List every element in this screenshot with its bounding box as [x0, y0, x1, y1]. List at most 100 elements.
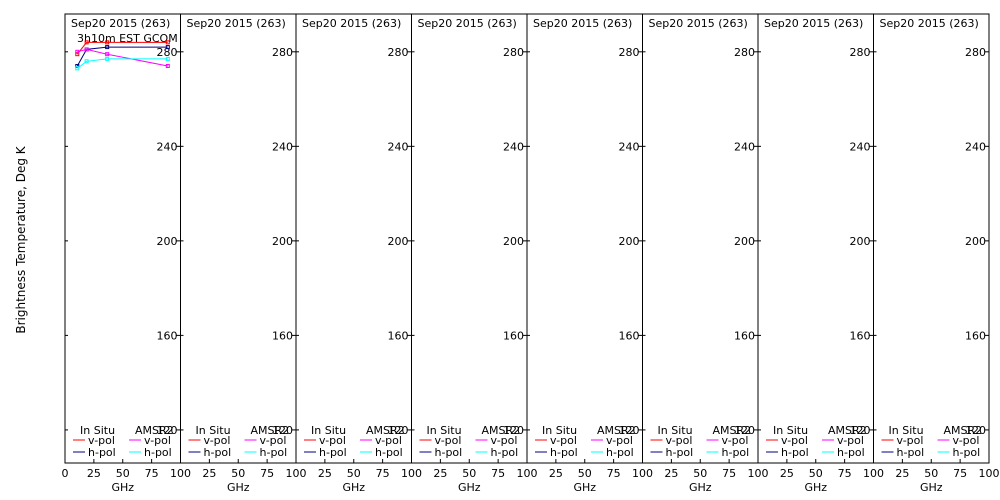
- legend-insitu-v-label: v-pol: [435, 434, 462, 447]
- data-point: [105, 45, 110, 50]
- x-tick-label: 25: [202, 467, 216, 480]
- y-tick-label: 200: [734, 235, 755, 248]
- y-tick-label: 240: [965, 140, 986, 153]
- x-tick-label: 25: [549, 467, 563, 480]
- data-point: [105, 56, 110, 61]
- panel-title-7: Sep20 2015 (263): [764, 17, 863, 30]
- legend-insitu-v-label: v-pol: [88, 434, 115, 447]
- legend-amsr2-header: AMSR2: [135, 424, 174, 437]
- x-axis-label-7: GHz: [804, 481, 827, 494]
- x-tick-label: 50: [231, 467, 245, 480]
- legend-insitu-v-label: v-pol: [550, 434, 577, 447]
- y-tick-label: 280: [388, 46, 409, 59]
- y-tick-label: 240: [157, 140, 178, 153]
- x-tick-label: 50: [116, 467, 130, 480]
- data-point: [165, 45, 170, 50]
- data-point: [84, 47, 89, 52]
- series-line-1: [76, 41, 168, 55]
- y-tick-label: 120: [157, 424, 178, 437]
- y-tick-label: 280: [734, 46, 755, 59]
- y-tick-label: 280: [157, 46, 178, 59]
- x-tick-label: 75: [491, 467, 505, 480]
- x-tick-label: 100: [401, 467, 422, 480]
- y-tick-label: 200: [503, 235, 524, 248]
- legend-amsr2-header: AMSR2: [713, 424, 752, 437]
- panel-title-5: Sep20 2015 (263): [533, 17, 632, 30]
- legend-insitu-header: In Situ: [196, 424, 231, 437]
- y-tick-label: 280: [850, 46, 871, 59]
- legend-amsr2-h-label: h-pol: [837, 446, 865, 459]
- data-point: [75, 49, 80, 54]
- y-tick-label: 200: [157, 235, 178, 248]
- x-tick-label: 50: [462, 467, 476, 480]
- x-tick-label: 75: [376, 467, 390, 480]
- x-tick-label: 100: [748, 467, 769, 480]
- legend-amsr2-header: AMSR2: [944, 424, 983, 437]
- y-tick-label: 240: [503, 140, 524, 153]
- legend-insitu-h-label: h-pol: [897, 446, 925, 459]
- data-point: [75, 66, 80, 71]
- y-tick-label: 160: [157, 329, 178, 342]
- legend-amsr2-header: AMSR2: [482, 424, 521, 437]
- legend-insitu-header: In Situ: [311, 424, 346, 437]
- x-axis-label-4: GHz: [458, 481, 481, 494]
- legend-insitu-header: In Situ: [658, 424, 693, 437]
- legend-amsr2-v-label: v-pol: [260, 434, 287, 447]
- legend-insitu-h-label: h-pol: [781, 446, 809, 459]
- panel-title-6: Sep20 2015 (263): [649, 17, 748, 30]
- x-axis-label-5: GHz: [573, 481, 596, 494]
- panel-title-1: Sep20 2015 (263): [71, 17, 170, 30]
- legend-insitu-v-label: v-pol: [897, 434, 924, 447]
- y-tick-label: 160: [272, 329, 293, 342]
- y-tick-label: 200: [388, 235, 409, 248]
- legend-insitu-h-label: h-pol: [88, 446, 116, 459]
- legend-amsr2-header: AMSR2: [251, 424, 290, 437]
- data-point: [75, 52, 80, 57]
- legend-amsr2-v-label: v-pol: [606, 434, 633, 447]
- x-tick-label: 100: [517, 467, 538, 480]
- y-tick-label: 240: [272, 140, 293, 153]
- y-tick-label: 120: [503, 424, 524, 437]
- x-tick-label: 100: [286, 467, 307, 480]
- legend-amsr2-header: AMSR2: [828, 424, 867, 437]
- x-tick-label: 75: [838, 467, 852, 480]
- data-point: [165, 56, 170, 61]
- y-tick-label: 240: [734, 140, 755, 153]
- legend-insitu-header: In Situ: [427, 424, 462, 437]
- y-tick-label: 120: [850, 424, 871, 437]
- y-tick-label: 120: [619, 424, 640, 437]
- y-tick-label: 160: [619, 329, 640, 342]
- data-point: [75, 63, 80, 68]
- x-tick-label: 100: [632, 467, 653, 480]
- legend-amsr2-v-label: v-pol: [491, 434, 518, 447]
- x-tick-label: 25: [895, 467, 909, 480]
- x-tick-label: 25: [664, 467, 678, 480]
- y-tick-label: 120: [965, 424, 986, 437]
- legend-insitu-v-label: v-pol: [204, 434, 231, 447]
- legend-insitu-v-label: v-pol: [319, 434, 346, 447]
- x-tick-label: 50: [347, 467, 361, 480]
- series-line-2: [76, 46, 168, 67]
- data-point: [84, 59, 89, 64]
- legend-amsr2-v-label: v-pol: [953, 434, 980, 447]
- panel-title-3: Sep20 2015 (263): [302, 17, 401, 30]
- y-tick-label: 160: [388, 329, 409, 342]
- x-tick-label: 25: [780, 467, 794, 480]
- legend-insitu-h-label: h-pol: [666, 446, 694, 459]
- x-axis-label-2: GHz: [227, 481, 250, 494]
- x-tick-label: 25: [318, 467, 332, 480]
- x-tick-label: 50: [809, 467, 823, 480]
- data-point: [165, 63, 170, 68]
- legend-amsr2-h-label: h-pol: [375, 446, 403, 459]
- x-tick-label: 75: [607, 467, 621, 480]
- legend-amsr2-header: AMSR2: [366, 424, 405, 437]
- x-tick-label: 50: [578, 467, 592, 480]
- x-axis-label-3: GHz: [342, 481, 365, 494]
- data-point: [105, 40, 110, 45]
- legend-insitu-header: In Situ: [889, 424, 924, 437]
- x-tick-label: 50: [924, 467, 938, 480]
- y-tick-label: 200: [850, 235, 871, 248]
- legend-insitu-header: In Situ: [542, 424, 577, 437]
- y-tick-label: 200: [619, 235, 640, 248]
- legend-amsr2-h-label: h-pol: [606, 446, 634, 459]
